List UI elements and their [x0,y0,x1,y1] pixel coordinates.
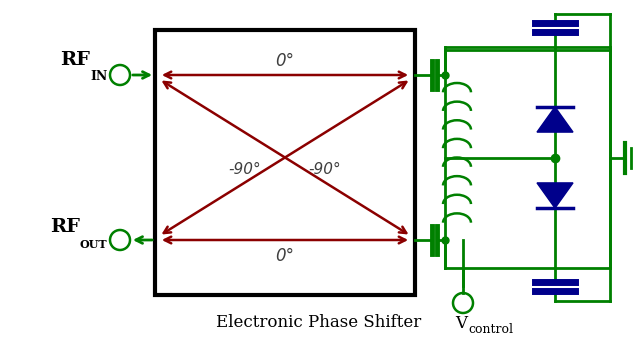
Text: -90°: -90° [309,162,341,177]
Text: V: V [455,315,467,332]
Polygon shape [537,107,573,132]
Text: RF: RF [50,218,80,236]
Text: -90°: -90° [229,162,261,177]
Text: Electronic Phase Shifter: Electronic Phase Shifter [217,314,422,331]
Text: RF: RF [60,51,90,69]
Text: IN: IN [90,70,107,83]
Text: 0°: 0° [275,52,295,70]
Text: OUT: OUT [80,239,107,250]
Text: control: control [468,323,513,336]
Text: 0°: 0° [275,247,295,265]
Bar [155,30,415,295]
Polygon shape [537,183,573,208]
